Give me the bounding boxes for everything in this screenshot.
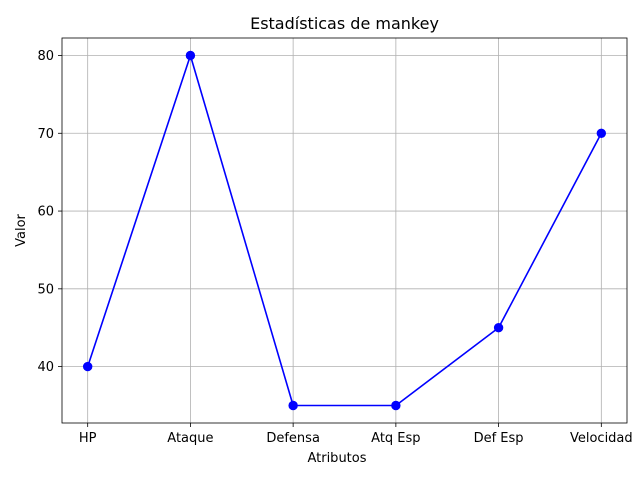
data-point xyxy=(288,400,298,411)
y-tick-label: 80 xyxy=(37,49,54,64)
x-tick-label: Def Esp xyxy=(474,431,524,446)
x-axis-ticks: HP Ataque Defensa Atq Esp Def Esp Velocidad xyxy=(79,423,633,446)
y-axis-label: Valor xyxy=(14,213,29,246)
x-tick-label: Atq Esp xyxy=(371,431,420,446)
data-point xyxy=(391,400,401,411)
x-tick-label: Defensa xyxy=(266,431,320,446)
x-tick-label: Ataque xyxy=(167,431,213,446)
series-line xyxy=(86,54,603,407)
grid xyxy=(62,38,627,423)
x-axis-label: Atributos xyxy=(307,451,366,466)
y-tick-label: 60 xyxy=(37,205,54,220)
plot-frame xyxy=(61,37,628,424)
y-axis-ticks: 40 50 60 70 80 xyxy=(37,49,62,375)
y-tick-label: 70 xyxy=(37,127,54,142)
series xyxy=(82,50,607,411)
y-tick-label: 50 xyxy=(37,282,54,297)
y-tick-label: 40 xyxy=(37,360,54,375)
data-point xyxy=(185,50,196,61)
chart-title: Estadísticas de mankey xyxy=(250,14,439,33)
data-point xyxy=(82,361,93,372)
x-tick-label: HP xyxy=(79,431,97,446)
data-point xyxy=(596,128,607,138)
data-point xyxy=(493,323,504,333)
x-tick-label: Velocidad xyxy=(570,431,633,446)
